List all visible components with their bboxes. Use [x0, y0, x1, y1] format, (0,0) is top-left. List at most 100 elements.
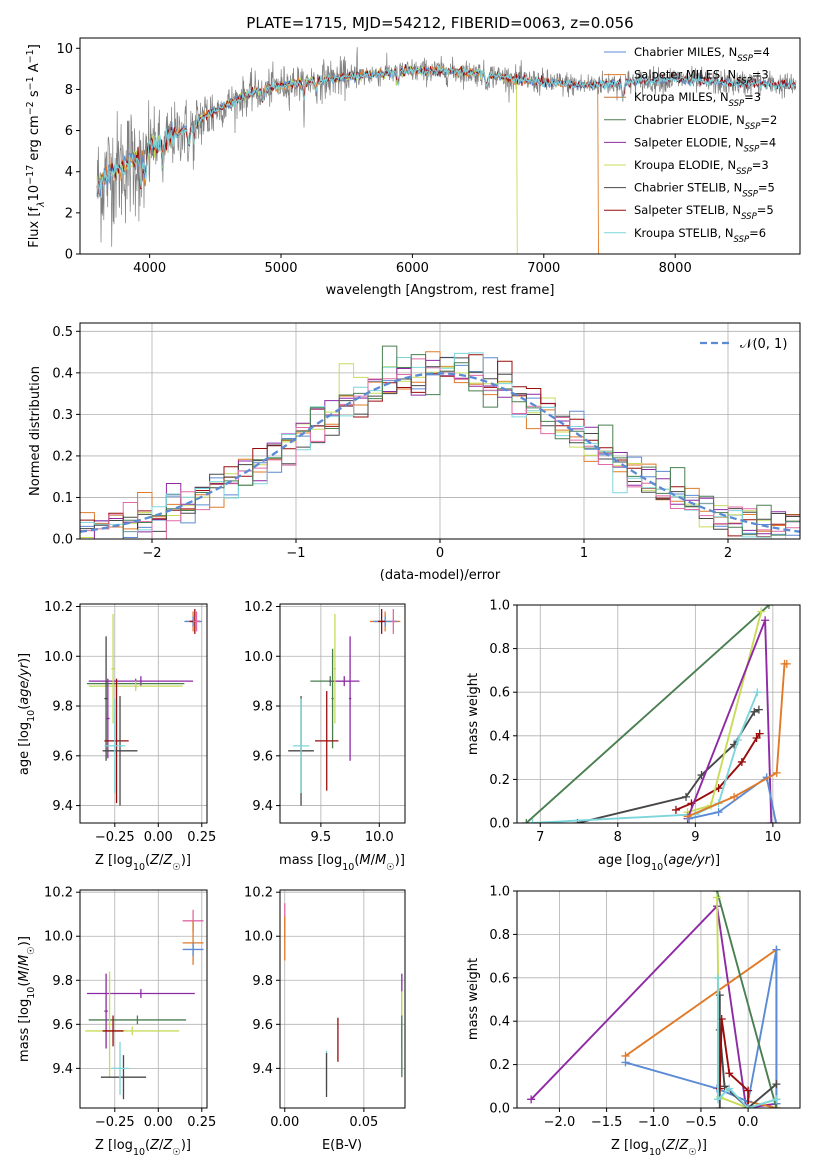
label-part: ( [354, 853, 359, 868]
model-spectrum-line [96, 65, 518, 254]
weight-marker [744, 1086, 753, 1095]
label-part: −1 [25, 49, 36, 63]
x-axis-label: age [log10(age/yr)] [598, 853, 720, 873]
label-part: Z [665, 1138, 676, 1153]
x-tick-label: 9 [691, 830, 699, 845]
label-part: M [359, 853, 370, 868]
y-tick-label: 9.4 [252, 799, 273, 814]
error-bar-point [100, 1055, 147, 1100]
label-part: / [675, 1138, 680, 1153]
error-bars [85, 909, 204, 1100]
legend-sub: SSP [736, 167, 752, 177]
weight-series-line [686, 619, 773, 823]
x-axis-label: E(B-V) [322, 1138, 362, 1153]
label-part: )] [710, 853, 720, 868]
y-tick-label: 0.8 [489, 928, 510, 943]
label-part: / [371, 853, 376, 868]
legend-text: Salpeter MILES, N [634, 68, 736, 82]
error-bar-point [102, 1015, 124, 1047]
error-bar-point [111, 613, 115, 724]
axes-frame [516, 604, 801, 824]
weight-marker [733, 736, 742, 745]
weight-marker [730, 792, 739, 801]
y-tick-label: 10.0 [244, 650, 273, 665]
legend-sub: SSP [729, 99, 745, 109]
weight-marker [764, 605, 773, 609]
label-part: )] [395, 853, 405, 868]
legend-entry: Kroupa STELIB, NSSP=6 [634, 226, 766, 245]
label-part: mass [log [17, 999, 32, 1062]
y-tick-label: 0.3 [52, 408, 73, 423]
label-part: ☉ [386, 862, 395, 873]
x-tick-label: −1.0 [638, 1115, 670, 1130]
legend-sub: SSP [745, 122, 761, 132]
y-tick-label: 0.1 [52, 491, 73, 506]
legend-text: Kroupa MILES, N [634, 90, 729, 104]
label-part: / [159, 853, 164, 868]
error-bar-point [111, 1041, 129, 1095]
label-part: ( [145, 1138, 150, 1153]
weight-marker [757, 607, 766, 616]
error-bar-point [333, 613, 337, 724]
y-tick-label: 8 [65, 83, 73, 98]
legend-text: Chabrier STELIB, N [634, 181, 742, 195]
label-part: erg cm [27, 115, 42, 164]
x-axis-label: mass [log10(M/M☉)] [279, 853, 405, 873]
weight-marker [671, 805, 680, 814]
x-tick-label: −2 [142, 546, 161, 561]
y-tick-label: 0.5 [52, 325, 73, 340]
y-tick-label: 10.0 [244, 930, 273, 945]
label-part: ( [661, 1138, 666, 1153]
weight-marker [713, 973, 722, 982]
error-bar-point [292, 698, 310, 794]
weight-marker [725, 1069, 734, 1078]
error-bar-point [315, 691, 339, 791]
y-tick-label: 0.0 [52, 533, 73, 548]
x-tick-label: 7000 [527, 261, 560, 276]
y-tick-label: 4 [65, 165, 73, 180]
x-tick-label: 9.5 [311, 830, 332, 845]
weight-lines [522, 605, 791, 823]
y-tick-label: 0.8 [489, 642, 510, 657]
y-tick-label: 0.2 [52, 449, 73, 464]
axes-frame [279, 603, 406, 824]
error-bar-point [390, 608, 396, 634]
y-tick-label: 1.0 [489, 885, 510, 900]
weight-marker [771, 819, 780, 823]
x-tick-label: 10.0 [365, 830, 394, 845]
label-part: )] [697, 1138, 707, 1153]
axes-z_age: −0.25 0.00 0.259.49.69.810.010.2Z [log10(Z… [17, 600, 216, 873]
weight-series-line [530, 904, 777, 1108]
y-tick-label: 9.6 [52, 749, 73, 764]
y-tick-label: 0.4 [489, 729, 510, 744]
weight-series-line [688, 775, 777, 823]
y-tick-label: 0.6 [489, 686, 510, 701]
legend-text: Kroupa ELODIE, N [634, 158, 736, 172]
legend-tail: =4 [753, 45, 770, 59]
y-tick-label: 9.4 [52, 1062, 73, 1077]
label-part: ☉ [172, 862, 181, 873]
label-part: ( [17, 705, 32, 710]
label-part: )] [17, 653, 32, 663]
legend-entry: Chabrier MILES, NSSP=4 [634, 45, 770, 64]
error-bar-point [86, 989, 195, 998]
x-tick-label: 6000 [396, 261, 429, 276]
y-tick-label: 0.0 [489, 817, 510, 832]
label-part: 10 [133, 1147, 145, 1158]
legend-text: Salpeter STELIB, N [634, 203, 741, 217]
y-tick-label: 9.4 [52, 799, 73, 814]
legend-text: Kroupa STELIB, N [634, 226, 734, 240]
x-tick-label: −0.25 [95, 830, 135, 845]
legend-entry: Salpeter STELIB, NSSP=5 [634, 203, 774, 222]
y-tick-label: 0.4 [52, 366, 73, 381]
label-part: M [375, 853, 386, 868]
weight-marker [527, 1095, 536, 1104]
label-part: −17 [25, 165, 36, 185]
error-bar-point [107, 971, 112, 1078]
y-tick-label: 10.0 [44, 650, 73, 665]
weight-marker [522, 819, 531, 823]
x-tick-label: 0 [436, 546, 444, 561]
label-part: age [log [598, 853, 651, 868]
x-tick-label: 0.25 [187, 830, 216, 845]
